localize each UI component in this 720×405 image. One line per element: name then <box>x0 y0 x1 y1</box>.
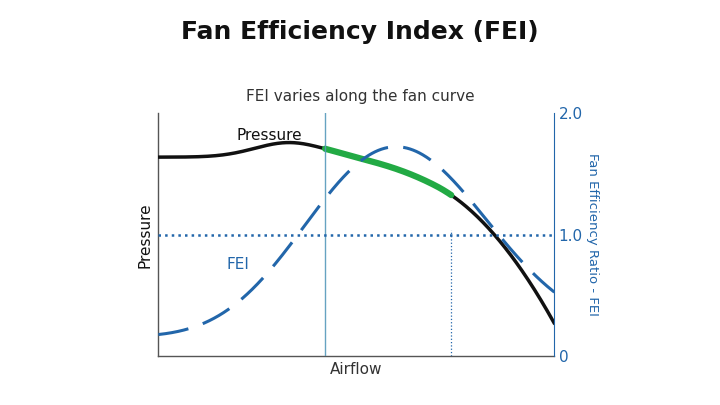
Text: FEI: FEI <box>226 256 249 272</box>
Text: Fan Efficiency Index (FEI): Fan Efficiency Index (FEI) <box>181 20 539 44</box>
Y-axis label: Fan Efficiency Ratio - FEI: Fan Efficiency Ratio - FEI <box>586 153 599 316</box>
Text: Pressure: Pressure <box>236 128 302 143</box>
Text: FEI varies along the fan curve: FEI varies along the fan curve <box>246 89 474 104</box>
X-axis label: Airflow: Airflow <box>330 362 382 377</box>
Y-axis label: Pressure: Pressure <box>138 202 153 268</box>
